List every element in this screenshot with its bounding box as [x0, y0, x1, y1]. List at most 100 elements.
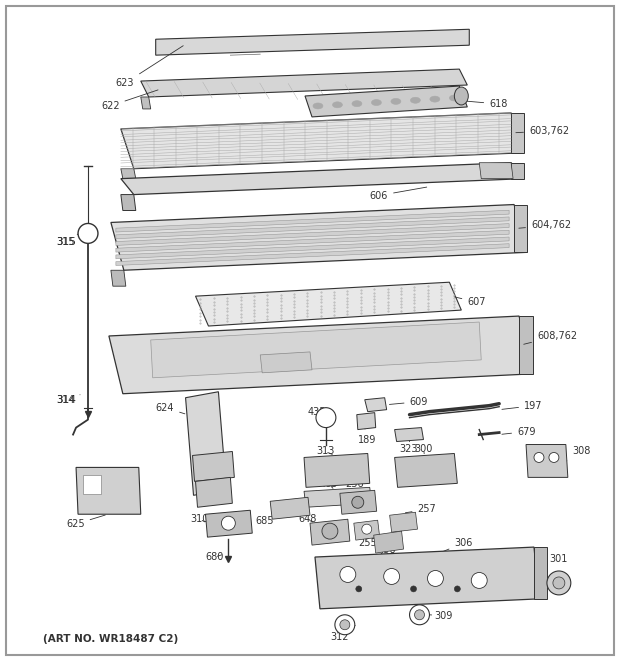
Polygon shape: [315, 547, 539, 609]
Polygon shape: [365, 398, 387, 412]
Circle shape: [221, 516, 236, 530]
Text: 189: 189: [358, 428, 376, 445]
Circle shape: [553, 577, 565, 589]
Text: 308: 308: [566, 446, 590, 461]
Polygon shape: [356, 412, 376, 430]
Text: 306: 306: [432, 538, 472, 556]
Polygon shape: [76, 467, 141, 514]
Text: eReplacementParts.com: eReplacementParts.com: [225, 348, 395, 362]
Text: 623: 623: [116, 46, 184, 88]
Text: 622: 622: [101, 90, 158, 111]
Circle shape: [335, 615, 355, 635]
Text: 625: 625: [66, 515, 105, 529]
Polygon shape: [394, 453, 458, 487]
Polygon shape: [121, 169, 136, 178]
Text: 255: 255: [358, 538, 376, 548]
Text: 618: 618: [467, 99, 508, 109]
Text: 315: 315: [56, 237, 76, 247]
Text: 314: 314: [56, 395, 76, 405]
Ellipse shape: [391, 98, 401, 104]
Polygon shape: [151, 322, 481, 378]
Text: (ART NO. WR18487 C2): (ART NO. WR18487 C2): [43, 634, 179, 644]
Circle shape: [340, 566, 356, 582]
Circle shape: [78, 223, 98, 243]
Polygon shape: [116, 244, 509, 266]
Ellipse shape: [352, 100, 362, 106]
Ellipse shape: [410, 97, 420, 103]
Polygon shape: [479, 163, 513, 178]
Polygon shape: [195, 282, 461, 326]
Text: 603,762: 603,762: [516, 126, 569, 136]
Text: 314: 314: [56, 395, 80, 405]
Text: 680: 680: [205, 552, 224, 562]
Polygon shape: [304, 487, 372, 507]
Polygon shape: [304, 453, 370, 487]
Polygon shape: [111, 270, 126, 286]
Text: 300: 300: [415, 444, 433, 455]
Text: 257: 257: [405, 504, 436, 514]
Polygon shape: [156, 29, 469, 55]
Text: 258: 258: [378, 549, 396, 559]
Polygon shape: [374, 531, 404, 553]
Circle shape: [534, 453, 544, 463]
Text: 301: 301: [538, 554, 567, 572]
Ellipse shape: [332, 102, 342, 108]
Polygon shape: [141, 69, 467, 97]
Polygon shape: [511, 163, 524, 178]
Polygon shape: [116, 210, 509, 232]
Polygon shape: [116, 230, 509, 252]
Text: 309: 309: [430, 611, 453, 621]
Ellipse shape: [450, 95, 459, 101]
Text: 609: 609: [389, 397, 428, 407]
Circle shape: [316, 408, 336, 428]
Polygon shape: [354, 520, 379, 540]
Polygon shape: [526, 444, 568, 477]
Ellipse shape: [313, 103, 323, 109]
Circle shape: [454, 586, 460, 592]
Text: 606: 606: [370, 187, 427, 200]
Polygon shape: [534, 547, 547, 599]
Text: 197: 197: [502, 401, 542, 410]
Circle shape: [471, 572, 487, 588]
Circle shape: [547, 571, 571, 595]
Ellipse shape: [371, 100, 381, 106]
Text: 315: 315: [56, 233, 79, 247]
Polygon shape: [389, 512, 417, 532]
Polygon shape: [185, 392, 226, 495]
Circle shape: [352, 496, 364, 508]
Circle shape: [410, 586, 417, 592]
Text: 624: 624: [156, 403, 185, 414]
Polygon shape: [519, 316, 533, 374]
Ellipse shape: [430, 96, 440, 102]
Circle shape: [340, 620, 350, 630]
Polygon shape: [340, 490, 377, 514]
Polygon shape: [121, 163, 524, 194]
Text: 323: 323: [400, 440, 418, 455]
Polygon shape: [511, 113, 524, 153]
Polygon shape: [116, 237, 509, 259]
Polygon shape: [121, 194, 136, 210]
Circle shape: [356, 586, 361, 592]
Text: 435: 435: [308, 407, 327, 420]
Ellipse shape: [454, 87, 468, 105]
Text: 685: 685: [255, 516, 283, 526]
Text: 310: 310: [190, 514, 209, 524]
Text: 313: 313: [316, 446, 334, 457]
Circle shape: [415, 610, 425, 620]
Polygon shape: [121, 113, 524, 169]
Polygon shape: [394, 428, 423, 442]
Circle shape: [322, 524, 338, 539]
Polygon shape: [205, 510, 252, 537]
Text: 256: 256: [345, 479, 363, 493]
Circle shape: [384, 568, 400, 584]
Polygon shape: [83, 475, 101, 494]
Polygon shape: [305, 86, 467, 117]
Circle shape: [549, 453, 559, 463]
Circle shape: [427, 570, 443, 586]
Text: 604,762: 604,762: [519, 220, 571, 231]
Polygon shape: [260, 352, 312, 373]
Text: 608,762: 608,762: [524, 331, 577, 344]
Polygon shape: [193, 451, 234, 481]
Text: 679: 679: [502, 426, 536, 436]
Polygon shape: [109, 316, 533, 394]
